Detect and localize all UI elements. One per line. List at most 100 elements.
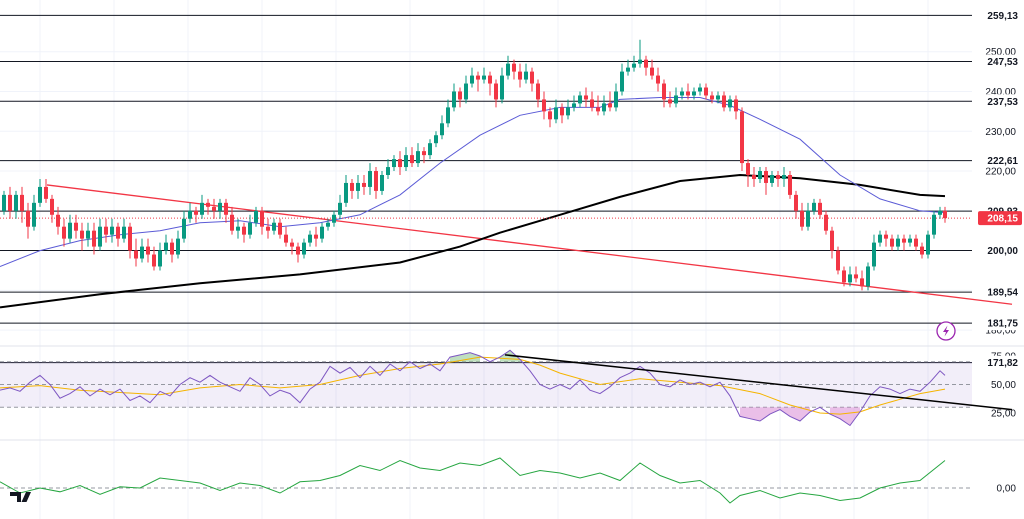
candle-body: [8, 194, 12, 211]
candle-up: [620, 63, 624, 96]
candle-body: [824, 214, 828, 231]
candle-body: [566, 107, 570, 116]
candle-body: [74, 222, 78, 231]
candle-down: [644, 55, 648, 76]
candle-body: [362, 182, 366, 187]
candle-body: [662, 83, 666, 100]
candle-body: [632, 63, 636, 68]
candle-down: [476, 71, 480, 92]
candle-down: [830, 226, 834, 259]
candle-up: [482, 67, 486, 84]
candle-body: [800, 210, 804, 227]
candle-body: [596, 107, 600, 112]
candle-body: [794, 194, 798, 211]
candle-up: [692, 87, 696, 100]
current-price-badge: 208,15: [978, 211, 1022, 226]
candle-body: [686, 91, 690, 96]
candle-body: [848, 274, 852, 283]
candle-down: [410, 147, 414, 168]
candle-up: [158, 242, 162, 271]
candle-body: [572, 103, 576, 108]
candle-body: [404, 155, 408, 168]
candle-down: [920, 242, 924, 259]
candle-down: [44, 178, 48, 203]
candle-body: [584, 95, 588, 100]
candle-body: [356, 182, 360, 191]
candle-body: [626, 67, 630, 72]
candle-body: [698, 87, 702, 92]
candle-down: [818, 198, 822, 219]
candle-down: [266, 218, 270, 239]
tradingview-logo[interactable]: [10, 492, 31, 502]
rsi-oversold-fill: [740, 407, 810, 421]
rsi-pane[interactable]: [0, 349, 1013, 427]
candle-body: [374, 171, 378, 191]
price-pane[interactable]: [0, 14, 1013, 364]
candle-up: [866, 262, 870, 291]
candle-down: [260, 206, 264, 235]
candle-body: [98, 226, 102, 247]
candle-down: [518, 63, 522, 88]
candle-up: [896, 234, 900, 251]
candle-body: [452, 91, 456, 108]
candle-down: [230, 206, 234, 235]
candle-down: [800, 202, 804, 231]
alert-icon[interactable]: [936, 321, 956, 341]
candle-body: [578, 95, 582, 104]
candle-up: [938, 206, 942, 219]
candle-body: [296, 246, 300, 255]
level-badge-bg: [978, 285, 1022, 300]
candle-down: [884, 230, 888, 247]
candle-body: [674, 95, 678, 104]
candle-body: [434, 135, 438, 144]
candle-up: [782, 167, 786, 187]
candle-up: [500, 67, 504, 104]
candle-body: [512, 63, 516, 72]
price-axis[interactable]: 250,00240,00230,00220,00210,00200,00190,…: [978, 8, 1022, 495]
candle-down: [710, 91, 714, 104]
candle-down: [128, 222, 132, 259]
candle-body: [758, 171, 762, 179]
level-badge-bg: [978, 94, 1022, 109]
candle-up: [428, 139, 432, 160]
candle-body: [602, 103, 606, 112]
candle-body: [650, 67, 654, 76]
candle-down: [854, 266, 858, 283]
candle-body: [614, 91, 618, 108]
level-badge: 171,82: [978, 355, 1022, 370]
candle-body: [932, 214, 936, 235]
candle-down: [494, 79, 498, 108]
candle-up: [872, 234, 876, 271]
candle-body: [26, 210, 30, 227]
level-badge-bg: [978, 243, 1022, 258]
oscillator-pane[interactable]: [0, 457, 972, 504]
candle-body: [860, 278, 864, 287]
candle-body: [368, 171, 372, 187]
candle-body: [116, 226, 120, 239]
candle-body: [782, 175, 786, 179]
candle-body: [710, 95, 714, 100]
level-badge-label: 222,61: [987, 156, 1018, 167]
candle-down: [608, 91, 612, 112]
level-badge-bg: [978, 54, 1022, 69]
candle-down: [134, 238, 138, 267]
candle-down: [836, 246, 840, 275]
level-badge-label: 189,54: [987, 288, 1018, 299]
candle-up: [626, 59, 630, 76]
candle-down: [242, 222, 246, 243]
candle-down: [362, 175, 366, 195]
candle-body: [866, 266, 870, 287]
price-tick-label: 220,00: [985, 167, 1016, 178]
candle-down: [902, 234, 906, 251]
candle-up: [188, 202, 192, 223]
candle-down: [734, 95, 738, 120]
candle-down: [398, 151, 402, 175]
candle-body: [530, 71, 534, 84]
candle-up: [908, 234, 912, 247]
candle-up: [356, 175, 360, 199]
candle-body: [680, 91, 684, 96]
candle-down: [62, 218, 66, 247]
candle-body: [692, 91, 696, 96]
candle-body: [836, 250, 840, 271]
